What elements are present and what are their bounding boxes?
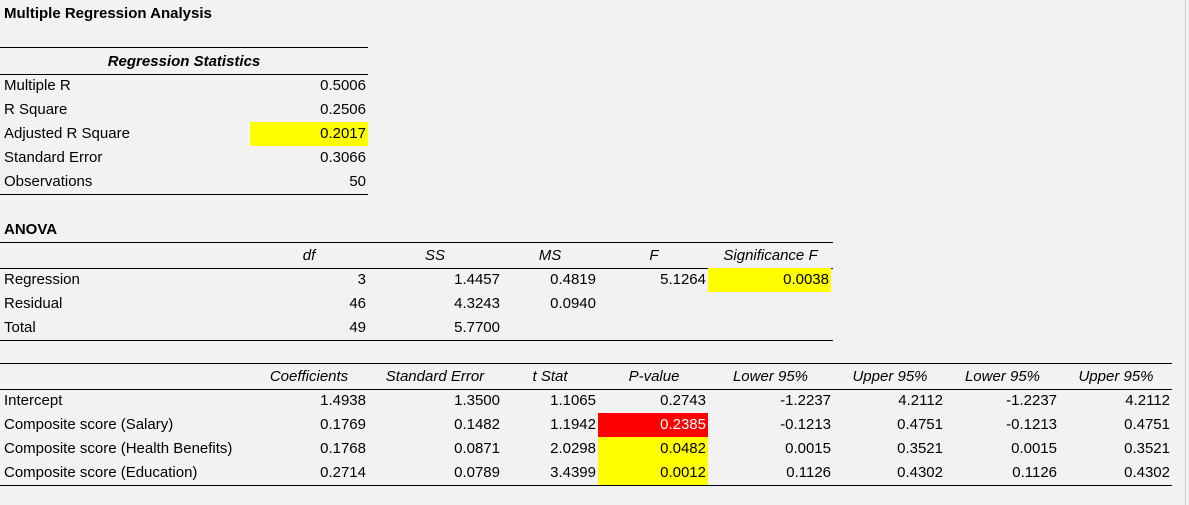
stderr-value: 1.3500 (454, 392, 500, 409)
tstat-value: 2.0298 (550, 440, 596, 457)
table-top-rule (0, 242, 833, 243)
lower95-value: 0.1126 (786, 464, 831, 481)
stat-label: Standard Error (4, 149, 103, 166)
anova-header-significance-f: Significance F (723, 247, 818, 264)
stat-value: 0.2506 (320, 101, 366, 118)
pvalue-value-highlighted: 0.0482 (598, 437, 708, 461)
table-bottom-rule (0, 194, 368, 195)
gridline (1185, 0, 1186, 505)
pvalue-value-highlighted-red: 0.2385 (598, 413, 708, 437)
regression-statistics-header: Regression Statistics (107, 53, 261, 70)
lower95-value: -0.1213 (780, 416, 831, 433)
anova-df: 49 (349, 319, 366, 336)
coef-value: 0.1768 (320, 440, 366, 457)
coef-value: 0.1769 (320, 416, 366, 433)
stderr-value: 0.0871 (454, 440, 500, 457)
stat-label: Multiple R (4, 77, 71, 94)
lower95-value: -1.2237 (780, 392, 831, 409)
header-rule (0, 268, 833, 269)
upper95-value: 0.3521 (897, 440, 943, 457)
anova-ss: 1.4457 (454, 271, 500, 288)
anova-significance-f-highlighted: 0.0038 (708, 268, 831, 292)
lower95-value: 0.0015 (1011, 440, 1057, 457)
anova-header-df: df (302, 247, 316, 264)
lower95-value: 0.1126 (1012, 464, 1057, 481)
stat-label: R Square (4, 101, 68, 118)
upper95-value: 4.2112 (1125, 392, 1170, 409)
upper95-value: 0.4302 (1124, 464, 1170, 481)
coef-header: Lower 95% (964, 368, 1041, 385)
stat-value: 0.3066 (320, 149, 366, 166)
upper95-value: 0.4302 (897, 464, 943, 481)
upper95-value: 4.2112 (898, 392, 943, 409)
tstat-value: 3.4399 (550, 464, 596, 481)
stat-value: 0.5006 (320, 77, 366, 94)
anova-row-label: Regression (4, 271, 80, 288)
anova-header-f: F (649, 247, 659, 264)
tstat-value: 1.1942 (550, 416, 596, 433)
anova-row-label: Total (4, 319, 36, 336)
coef-row-label: Composite score (Health Benefits) (4, 440, 233, 457)
stat-value-highlighted: 0.2017 (250, 122, 368, 146)
stderr-value: 0.1482 (454, 416, 500, 433)
lower95-value: 0.0015 (785, 440, 831, 457)
anova-ss: 4.3243 (454, 295, 500, 312)
stat-label: Observations (4, 173, 93, 190)
coef-header: Lower 95% (732, 368, 809, 385)
table-top-rule (0, 363, 1172, 364)
stderr-value: 0.0789 (454, 464, 500, 481)
coef-header: Upper 95% (852, 368, 928, 385)
table-bottom-rule (0, 340, 833, 341)
pvalue-value-highlighted: 0.0012 (598, 461, 708, 485)
anova-f: 5.1264 (660, 271, 706, 288)
pvalue-value: 0.2743 (660, 392, 706, 409)
upper95-value: 0.4751 (1124, 416, 1170, 433)
table-bottom-rule (0, 485, 1172, 486)
coef-value: 1.4938 (320, 392, 366, 409)
anova-header-ms: MS (538, 247, 562, 264)
coef-header: P-value (628, 368, 680, 385)
coef-row-label: Composite score (Salary) (4, 416, 174, 433)
sheet-title: Multiple Regression Analysis (4, 5, 212, 22)
upper95-value: 0.4751 (897, 416, 943, 433)
anova-df: 46 (349, 295, 366, 312)
lower95-value: -0.1213 (1006, 416, 1057, 433)
coef-row-label: Intercept (4, 392, 63, 409)
anova-header-ss: SS (424, 247, 445, 264)
lower95-value: -1.2237 (1006, 392, 1057, 409)
coef-header: Upper 95% (1078, 368, 1154, 385)
anova-ss: 5.7700 (454, 319, 500, 336)
coef-row-label: Composite score (Education) (4, 464, 198, 481)
stat-label: Adjusted R Square (4, 125, 130, 142)
upper95-value: 0.3521 (1124, 440, 1170, 457)
header-rule (0, 74, 368, 75)
stat-value: 50 (349, 173, 366, 190)
header-rule (0, 389, 1172, 390)
anova-title: ANOVA (4, 221, 58, 238)
table-top-rule (0, 47, 368, 48)
coef-header: t Stat (532, 368, 568, 385)
anova-row-label: Residual (4, 295, 63, 312)
tstat-value: 1.1065 (550, 392, 596, 409)
coef-header: Standard Error (385, 368, 485, 385)
anova-df: 3 (357, 271, 366, 288)
anova-ms: 0.4819 (550, 271, 596, 288)
coef-header: Coefficients (269, 368, 349, 385)
coef-value: 0.2714 (320, 464, 366, 481)
anova-ms: 0.0940 (550, 295, 596, 312)
